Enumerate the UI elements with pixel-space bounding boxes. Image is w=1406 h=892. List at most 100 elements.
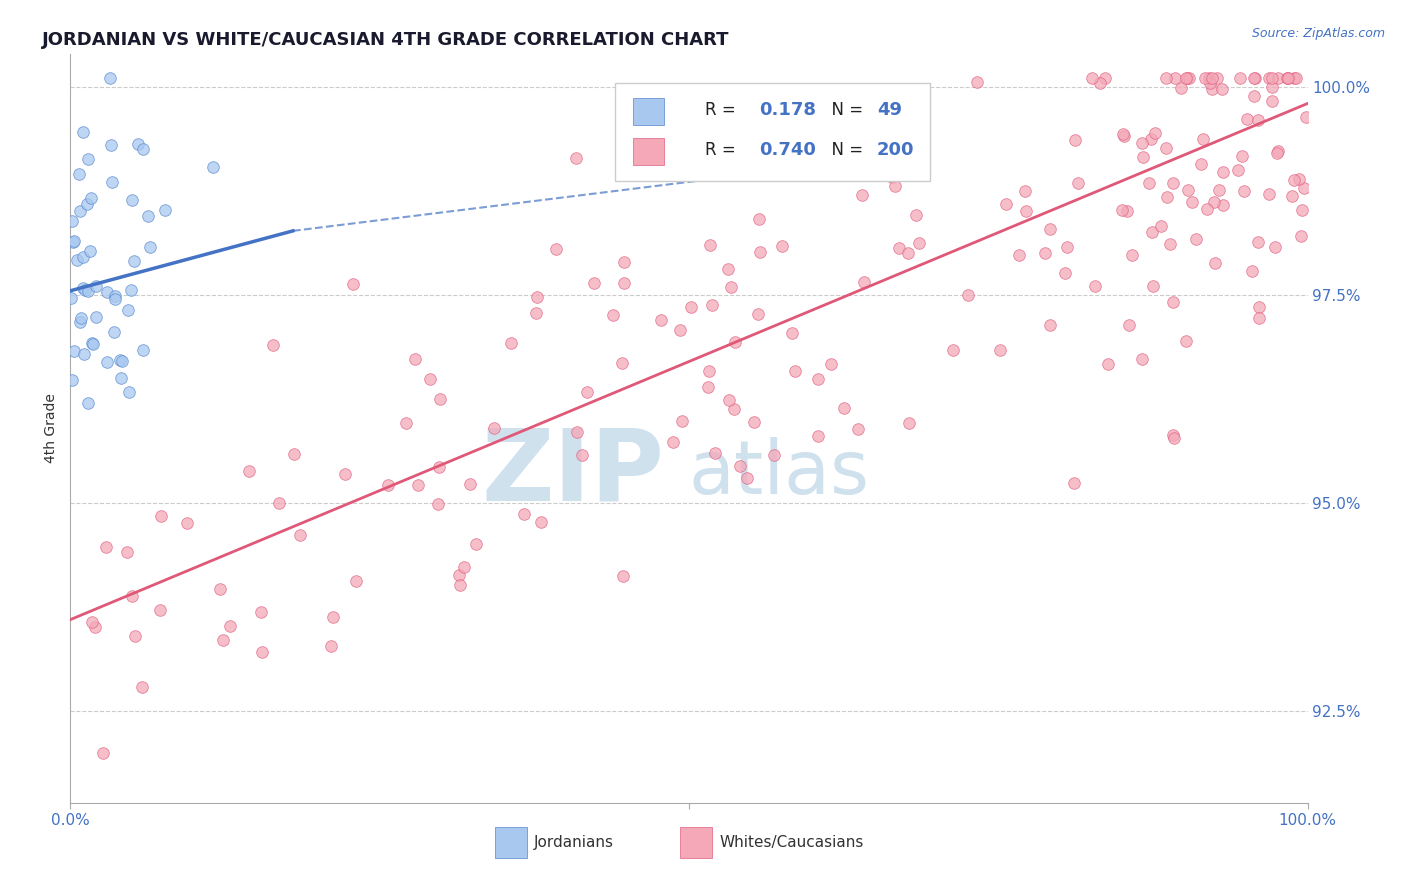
Point xyxy=(84,279,107,293)
Point xyxy=(1291,203,1313,218)
Point xyxy=(426,496,449,510)
Point xyxy=(1264,239,1286,253)
Point xyxy=(406,478,429,492)
Point xyxy=(1170,81,1192,95)
Point xyxy=(1261,80,1284,95)
Point xyxy=(1201,71,1223,86)
Point xyxy=(749,244,772,259)
Point xyxy=(77,396,100,410)
Point xyxy=(699,238,721,252)
Point xyxy=(907,236,929,251)
Point xyxy=(697,364,720,378)
Point xyxy=(82,615,104,630)
Point xyxy=(564,151,586,165)
Point xyxy=(1144,126,1167,140)
Point xyxy=(889,241,911,255)
Point xyxy=(807,429,830,443)
Point xyxy=(526,290,548,304)
Point xyxy=(988,343,1011,358)
Point xyxy=(703,446,725,460)
Point xyxy=(482,421,505,435)
Point xyxy=(110,371,132,385)
Point xyxy=(1243,71,1265,86)
Point xyxy=(63,343,86,358)
Point xyxy=(747,307,769,321)
Text: N =: N = xyxy=(821,141,869,159)
Point xyxy=(1185,232,1208,246)
Point xyxy=(115,544,138,558)
Point xyxy=(77,284,100,298)
Point xyxy=(898,416,921,430)
Point xyxy=(176,516,198,531)
Point xyxy=(1163,431,1185,445)
Point xyxy=(1284,71,1306,86)
Point xyxy=(67,167,90,181)
Point xyxy=(882,170,904,185)
Point xyxy=(429,392,451,407)
Point xyxy=(208,582,231,597)
Point xyxy=(1150,219,1173,233)
Point xyxy=(851,188,873,202)
Point xyxy=(1229,71,1251,86)
Point xyxy=(458,476,481,491)
Point xyxy=(404,351,426,366)
Point xyxy=(1132,351,1154,366)
Point xyxy=(1247,113,1270,128)
Point xyxy=(79,244,101,258)
Point xyxy=(1132,150,1154,164)
Point xyxy=(72,125,94,139)
Point xyxy=(211,632,233,647)
Point xyxy=(1258,71,1281,86)
Point xyxy=(1201,82,1223,96)
FancyBboxPatch shape xyxy=(614,84,931,181)
Point xyxy=(1198,71,1220,86)
Point xyxy=(72,281,94,295)
Point xyxy=(671,414,693,428)
Point xyxy=(696,380,718,394)
Point xyxy=(1039,318,1062,332)
Point xyxy=(613,255,636,269)
Point xyxy=(465,537,488,551)
Point xyxy=(839,157,862,171)
Point xyxy=(612,356,634,370)
Point xyxy=(780,326,803,340)
FancyBboxPatch shape xyxy=(681,827,713,858)
Point xyxy=(73,284,96,298)
Point xyxy=(1197,202,1219,217)
Text: ZIP: ZIP xyxy=(481,425,664,522)
Point xyxy=(319,639,342,653)
Text: N =: N = xyxy=(821,102,869,120)
Point xyxy=(1177,183,1199,197)
Point xyxy=(73,347,96,361)
Point xyxy=(1015,204,1038,219)
Point xyxy=(59,291,82,305)
Point xyxy=(1249,310,1271,325)
Point xyxy=(342,277,364,291)
Point xyxy=(1088,76,1111,90)
Point xyxy=(1140,132,1163,146)
Point xyxy=(1142,278,1164,293)
Point xyxy=(1008,248,1031,262)
Point xyxy=(1198,76,1220,90)
Point xyxy=(1064,133,1087,147)
Point xyxy=(117,303,139,318)
Point xyxy=(1137,176,1160,190)
Point xyxy=(1289,228,1312,243)
Point xyxy=(1174,334,1197,348)
Point xyxy=(77,152,100,166)
Y-axis label: 4th Grade: 4th Grade xyxy=(45,393,59,463)
Point xyxy=(118,384,141,399)
Point xyxy=(1181,195,1204,210)
Point xyxy=(419,371,441,385)
Point xyxy=(1118,318,1140,332)
Point xyxy=(1227,163,1250,178)
Point xyxy=(530,515,553,529)
Point xyxy=(1212,165,1234,179)
Point xyxy=(1039,222,1062,236)
Point xyxy=(262,338,284,352)
Point xyxy=(1249,301,1271,315)
Point xyxy=(377,478,399,492)
Point xyxy=(820,357,842,371)
Point xyxy=(720,280,742,294)
Point xyxy=(1236,112,1258,127)
